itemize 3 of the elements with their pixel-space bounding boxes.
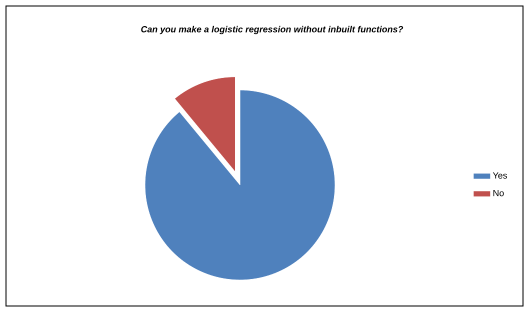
legend-label: No bbox=[493, 190, 504, 196]
chart-title: Can you make a logistic regression without inbuilt functions? bbox=[141, 26, 404, 34]
legend-label: Yes bbox=[492, 172, 507, 179]
